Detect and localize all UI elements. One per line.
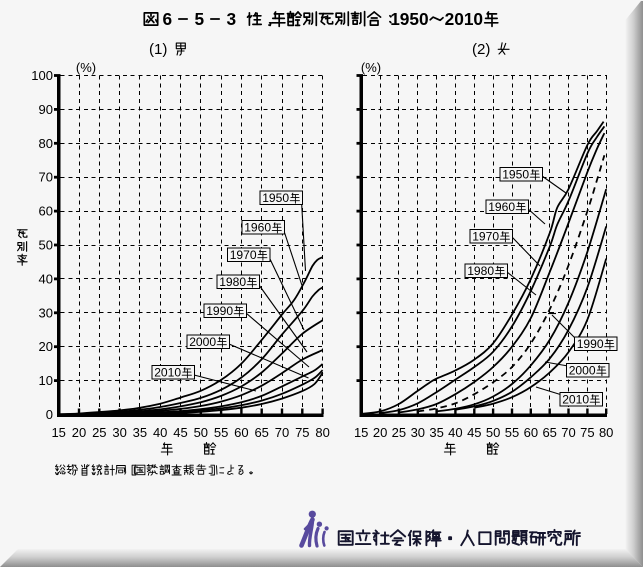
svg-text:90: 90 <box>39 102 53 117</box>
svg-text:1950: 1950 <box>262 191 289 205</box>
svg-text:1960: 1960 <box>244 221 271 235</box>
svg-text:80: 80 <box>39 136 53 151</box>
svg-text:50: 50 <box>39 238 53 253</box>
svg-text:60: 60 <box>39 204 53 219</box>
svg-text:1970: 1970 <box>472 230 499 244</box>
svg-text:100: 100 <box>31 68 53 83</box>
svg-text:80: 80 <box>315 425 329 440</box>
svg-text:25: 25 <box>92 425 106 440</box>
svg-text:10: 10 <box>39 373 53 388</box>
svg-text:55: 55 <box>214 425 228 440</box>
svg-text:65: 65 <box>254 425 268 440</box>
svg-text:45: 45 <box>467 425 481 440</box>
svg-text:55: 55 <box>505 425 519 440</box>
svg-text:65: 65 <box>542 425 556 440</box>
svg-text:35: 35 <box>429 425 443 440</box>
svg-text:70: 70 <box>39 170 53 185</box>
svg-text:40: 40 <box>153 425 167 440</box>
svg-text:60: 60 <box>234 425 248 440</box>
svg-text:80: 80 <box>599 425 613 440</box>
svg-text:5: 5 <box>195 9 205 29</box>
svg-text:25: 25 <box>392 425 406 440</box>
svg-text:1990: 1990 <box>206 304 233 318</box>
svg-text:75: 75 <box>580 425 594 440</box>
svg-text:6: 6 <box>163 9 173 29</box>
svg-text:(1): (1) <box>149 41 167 58</box>
svg-text:1950: 1950 <box>502 168 529 182</box>
svg-text:15: 15 <box>51 425 65 440</box>
svg-text:1990: 1990 <box>577 337 604 351</box>
svg-text:2010: 2010 <box>445 9 483 29</box>
svg-text:75: 75 <box>295 425 309 440</box>
svg-text:50: 50 <box>194 425 208 440</box>
svg-text:2000: 2000 <box>569 364 596 378</box>
svg-text:1980: 1980 <box>219 275 246 289</box>
svg-text:35: 35 <box>133 425 147 440</box>
svg-text:(%): (%) <box>361 60 381 75</box>
svg-text:45: 45 <box>173 425 187 440</box>
svg-text:70: 70 <box>275 425 289 440</box>
svg-text:3: 3 <box>227 9 237 29</box>
svg-text:1950: 1950 <box>390 9 428 29</box>
svg-text:20: 20 <box>39 339 53 354</box>
svg-text:1980: 1980 <box>467 264 494 278</box>
svg-text:2010: 2010 <box>562 393 589 407</box>
svg-text:30: 30 <box>39 305 53 320</box>
svg-text:40: 40 <box>39 271 53 286</box>
svg-text:50: 50 <box>486 425 500 440</box>
svg-text:40: 40 <box>448 425 462 440</box>
svg-text:60: 60 <box>524 425 538 440</box>
svg-text:20: 20 <box>373 425 387 440</box>
svg-text:2000: 2000 <box>189 335 216 349</box>
svg-text:30: 30 <box>112 425 126 440</box>
svg-text:(%): (%) <box>76 60 96 75</box>
svg-text:(2): (2) <box>472 41 490 58</box>
svg-text:1960: 1960 <box>488 200 515 214</box>
svg-text:70: 70 <box>561 425 575 440</box>
svg-text:2010: 2010 <box>154 366 181 380</box>
svg-text:0: 0 <box>46 407 53 422</box>
svg-text:15: 15 <box>354 425 368 440</box>
svg-text:20: 20 <box>72 425 86 440</box>
svg-text:1970: 1970 <box>230 248 257 262</box>
svg-text:30: 30 <box>411 425 425 440</box>
